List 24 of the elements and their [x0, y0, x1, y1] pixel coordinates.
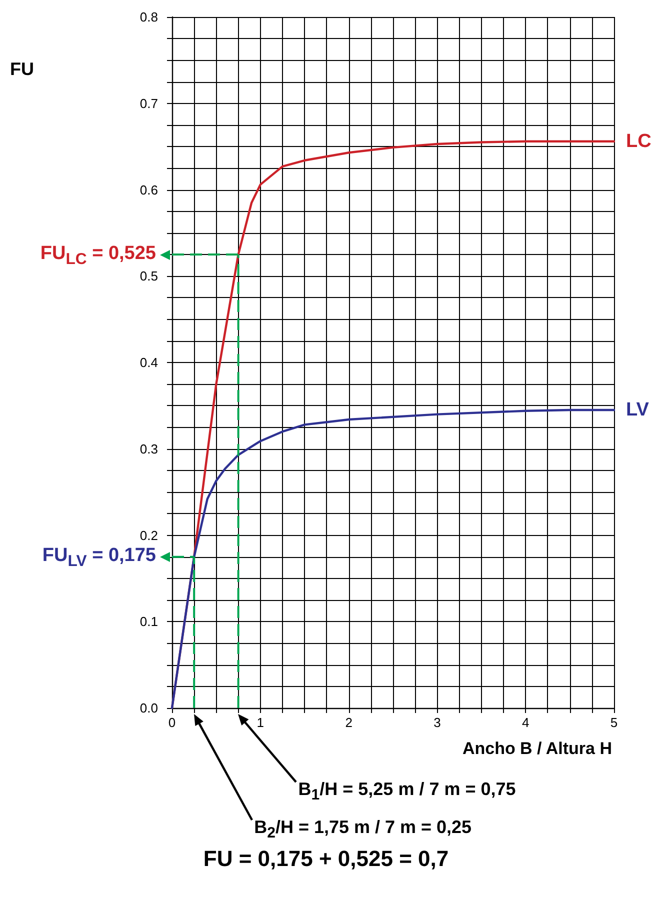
- y-tick-label: 0.0: [140, 700, 158, 716]
- ref-line-label: FU$_{LV}$ = 0,175: [42, 544, 156, 570]
- y-tick-label: 0.8: [140, 10, 158, 24]
- x-tick-label: 1: [256, 715, 264, 730]
- series-label: LC: [626, 130, 652, 152]
- y-tick-label: 0.1: [140, 614, 158, 630]
- x-tick-label: 4: [522, 715, 530, 730]
- y-tick-label: 0.5: [140, 268, 158, 284]
- text: B$_{1}$/H = 5,25 m / 7 m = 0,75: [298, 779, 516, 804]
- x-tick-label: 3: [434, 715, 441, 730]
- series-label: LV: [626, 400, 650, 421]
- x-axis-title: Ancho B / Altura H: [462, 739, 612, 758]
- text: FU = 0,175 + 0,525 = 0,7: [202, 846, 450, 871]
- text: FU: [10, 59, 34, 79]
- ref-line-label: FU$_{LC}$ = 0,525: [40, 242, 156, 268]
- text: B$_{2}$/H = 1,75 m / 7 m = 0,25: [254, 817, 472, 842]
- x-tick-label: 5: [610, 715, 618, 730]
- y-tick-label: 0.4: [140, 355, 158, 370]
- y-tick-label: 0.2: [140, 528, 158, 543]
- y-tick-label: 0.3: [140, 441, 158, 456]
- y-tick-label: 0.7: [140, 96, 158, 111]
- y-tick-label: 0.6: [140, 182, 158, 198]
- x-tick-label: 2: [345, 715, 352, 730]
- x-tick-label: 0: [168, 715, 176, 730]
